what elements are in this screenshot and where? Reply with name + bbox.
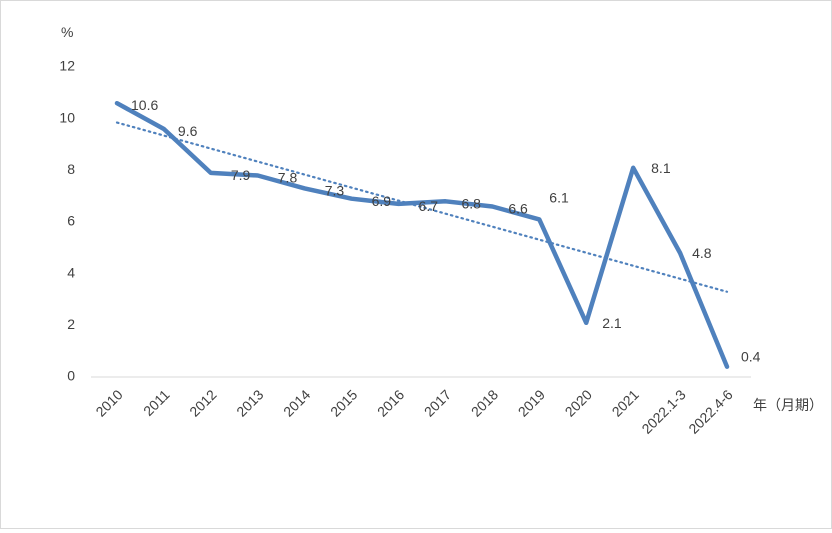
x-tick-label: 2019 xyxy=(515,386,548,419)
y-axis-unit-label: % xyxy=(61,24,73,40)
data-label: 6.6 xyxy=(508,201,528,217)
x-tick-label: 2015 xyxy=(327,386,360,419)
y-tick-labels: 0 2 4 6 8 10 12 xyxy=(59,58,75,384)
data-label: 8.1 xyxy=(651,160,671,176)
x-tick-label: 2017 xyxy=(421,386,454,419)
data-label: 6.7 xyxy=(419,198,439,214)
data-label: 2.1 xyxy=(602,315,622,331)
data-label: 6.9 xyxy=(372,193,392,209)
y-tick-label: 8 xyxy=(67,161,75,177)
x-tick-label: 2020 xyxy=(562,386,595,419)
y-tick-label: 4 xyxy=(67,264,75,280)
data-label: 10.6 xyxy=(131,97,158,113)
data-label: 7.9 xyxy=(231,167,251,183)
x-axis-unit-label: 年（月期） xyxy=(753,397,823,413)
data-labels: 10.6 9.6 7.9 7.8 7.3 6.9 6.7 6.8 6.6 6.1 2.1 8.1 4.8… xyxy=(131,97,761,365)
x-tick-label: 2022.1-3 xyxy=(638,386,689,437)
x-tick-label: 2014 xyxy=(280,386,313,419)
data-label: 9.6 xyxy=(178,123,198,139)
x-tick-label: 2016 xyxy=(374,386,407,419)
x-tick-label: 2012 xyxy=(186,386,219,419)
x-tick-labels: 2010 2011 2012 2013 2014 2015 2016 2017 2018 2019… xyxy=(92,386,735,437)
data-label: 0.4 xyxy=(741,349,761,365)
series-line xyxy=(114,100,730,369)
y-tick-label: 0 xyxy=(67,368,75,384)
x-tick-label: 2010 xyxy=(92,386,125,419)
data-label: 4.8 xyxy=(692,245,712,261)
x-tick-label: 2022.4-6 xyxy=(685,386,736,437)
y-tick-label: 12 xyxy=(59,58,75,74)
y-tick-label: 2 xyxy=(67,316,75,332)
x-tick-label: 2011 xyxy=(140,386,173,419)
x-tick-label: 2018 xyxy=(468,386,501,419)
data-label: 7.8 xyxy=(278,170,298,186)
x-tick-label: 2021 xyxy=(609,386,642,419)
linear-trendline xyxy=(115,121,729,293)
x-tick-label: 2013 xyxy=(233,386,266,419)
data-label: 6.8 xyxy=(461,195,481,211)
y-tick-label: 6 xyxy=(67,213,75,229)
data-label: 7.3 xyxy=(325,182,345,198)
data-label: 6.1 xyxy=(549,189,569,205)
y-tick-label: 10 xyxy=(59,109,75,125)
